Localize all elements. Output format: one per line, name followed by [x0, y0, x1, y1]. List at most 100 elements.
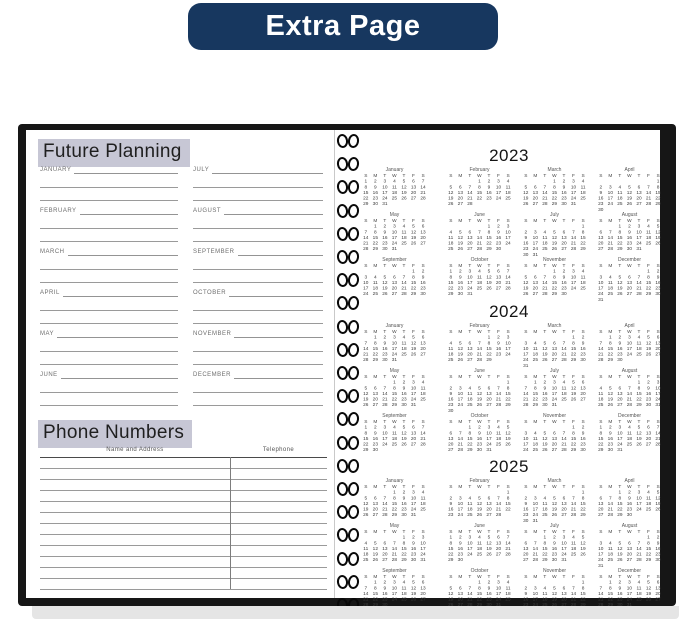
day-header-cell: T — [637, 329, 641, 335]
calendar-day-cell — [494, 291, 504, 297]
day-header-cell: S — [656, 529, 660, 535]
calendar-week-row: 26 27 28 29 30 — [521, 291, 588, 297]
calendar-day-cell: 10 — [486, 430, 492, 436]
mini-calendar-month-title: November — [542, 568, 567, 574]
calendar-day-cell: 16 — [580, 435, 586, 442]
mini-calendar-2025-november: November S M T W T F S 1 2 3 4 5 6 7 8 9 10 11 12 13 14 15 16 17… — [521, 568, 588, 614]
calendar-day-cell: 31 — [391, 246, 398, 252]
mini-calendar-2025-january: January S M T W T F S 1 2 3 4 5 6 7 8 9 10 11 12 13 14 15 16 17 1… — [361, 478, 428, 518]
calendar-day-cell — [399, 246, 409, 252]
calendar-day-cell: 20 — [551, 351, 558, 358]
day-header-cell: F — [647, 218, 650, 224]
calendar-day-cell: 19 — [645, 345, 652, 352]
calendar-day-cell: 29 — [607, 357, 613, 363]
calendar-day-cell: 9 — [524, 234, 528, 241]
calendar-day-cell: 13 — [655, 585, 661, 591]
day-header-cell: S — [599, 374, 603, 380]
day-header-cell: T — [487, 218, 491, 224]
day-header-cell: T — [637, 218, 641, 224]
calendar-day-cell: 25 — [542, 246, 548, 252]
calendar-week-row: 30 31 — [521, 518, 588, 524]
calendar-day-cell: 28 — [655, 441, 661, 448]
calendar-week-row: 14 15 16 17 18 19 20 — [361, 346, 428, 352]
calendar-day-cell — [409, 447, 419, 453]
calendar-day-cell: 18 — [448, 240, 454, 247]
calendar-week-row: 26 27 28 29 30 31 — [361, 512, 428, 518]
calendar-day-cell: 14 — [645, 189, 652, 196]
calendar-day-cell: 27 — [551, 357, 558, 363]
day-header-cell: S — [581, 263, 585, 269]
calendar-day-cell: 10 — [570, 274, 577, 280]
ruled-line — [193, 228, 323, 229]
day-header-cell: S — [524, 218, 528, 224]
calendar-day-cell: 9 — [497, 229, 500, 235]
calendar-week-row: 15 16 17 18 19 20 21 — [596, 436, 663, 442]
calendar-day-cell: 27 — [420, 596, 426, 603]
calendar-day-cell: 29 — [617, 512, 623, 518]
calendar-day-cell: 5 — [364, 385, 368, 391]
calendar-day-cell: 10 — [636, 495, 642, 501]
day-header-cell: S — [421, 218, 425, 224]
calendar-day-cell: 30 — [410, 557, 417, 563]
calendar-day-cell: 8 — [487, 229, 491, 235]
calendar-day-cell: 13 — [410, 184, 417, 190]
calendar-day-cell: 9 — [656, 540, 660, 546]
calendar-day-cell: 19 — [580, 545, 586, 552]
calendar-day-cell: 21 — [476, 351, 483, 358]
calendar-day-cell: 25 — [467, 402, 473, 408]
phone-ruled-line — [40, 479, 327, 480]
calendar-day-cell: 28 — [363, 602, 369, 608]
calendar-week-row: 24 25 26 27 28 29 30 — [361, 291, 428, 297]
calendar-day-cell: 20 — [410, 435, 417, 442]
phone-telephone-header: Telephone — [262, 447, 295, 453]
calendar-day-cell: 12 — [636, 430, 642, 436]
calendar-week-row: 22 23 24 25 26 27 28 — [446, 552, 513, 558]
calendar-day-cell: 16 — [410, 545, 417, 552]
calendar-day-cell: 27 — [523, 557, 529, 563]
calendar-day-cell: 21 — [505, 545, 511, 552]
day-header-cell: S — [656, 419, 660, 425]
calendar-day-cell — [578, 201, 588, 207]
future-month-row: DECEMBER — [193, 368, 323, 379]
calendar-day-cell: 1 — [402, 534, 406, 541]
calendar-week-row: 24 25 26 27 28 29 30 — [596, 557, 663, 563]
calendar-week-row: 23 24 25 26 27 28 — [446, 512, 513, 518]
day-header-cell: F — [497, 529, 500, 535]
day-header-cell: T — [562, 484, 566, 490]
mini-calendar-month-title: November — [542, 413, 567, 419]
calendar-week-row: 28 29 30 — [361, 602, 428, 608]
calendar-day-cell: 13 — [372, 390, 378, 397]
calendar-day-cell: 14 — [542, 189, 548, 196]
calendar-day-cell: 17 — [598, 551, 604, 558]
day-header-cell: T — [618, 263, 622, 269]
ruled-line — [193, 241, 323, 242]
calendar-day-cell: 6 — [458, 585, 462, 591]
calendar-day-cell: 3 — [412, 489, 415, 496]
calendar-day-cell: 24 — [598, 557, 604, 563]
day-header-cell: F — [572, 574, 575, 580]
calendar-day-cell: 25 — [467, 512, 473, 518]
calendar-day-cell: 30 — [372, 201, 378, 207]
calendar-day-cell: 6 — [468, 340, 472, 346]
calendar-day-cell: 5 — [656, 489, 660, 496]
calendar-day-cell: 21 — [401, 285, 407, 292]
calendar-day-cell: 28 — [645, 201, 652, 207]
calendar-day-cell: 11 — [542, 500, 548, 507]
calendar-day-cell: 22 — [580, 240, 586, 247]
calendar-day-cell: 28 — [561, 357, 567, 363]
calendar-day-cell: 31 — [420, 557, 426, 563]
calendar-day-cell: 30 — [523, 251, 529, 258]
calendar-day-cell: 12 — [410, 229, 417, 235]
calendar-day-cell: 28 — [401, 291, 407, 297]
